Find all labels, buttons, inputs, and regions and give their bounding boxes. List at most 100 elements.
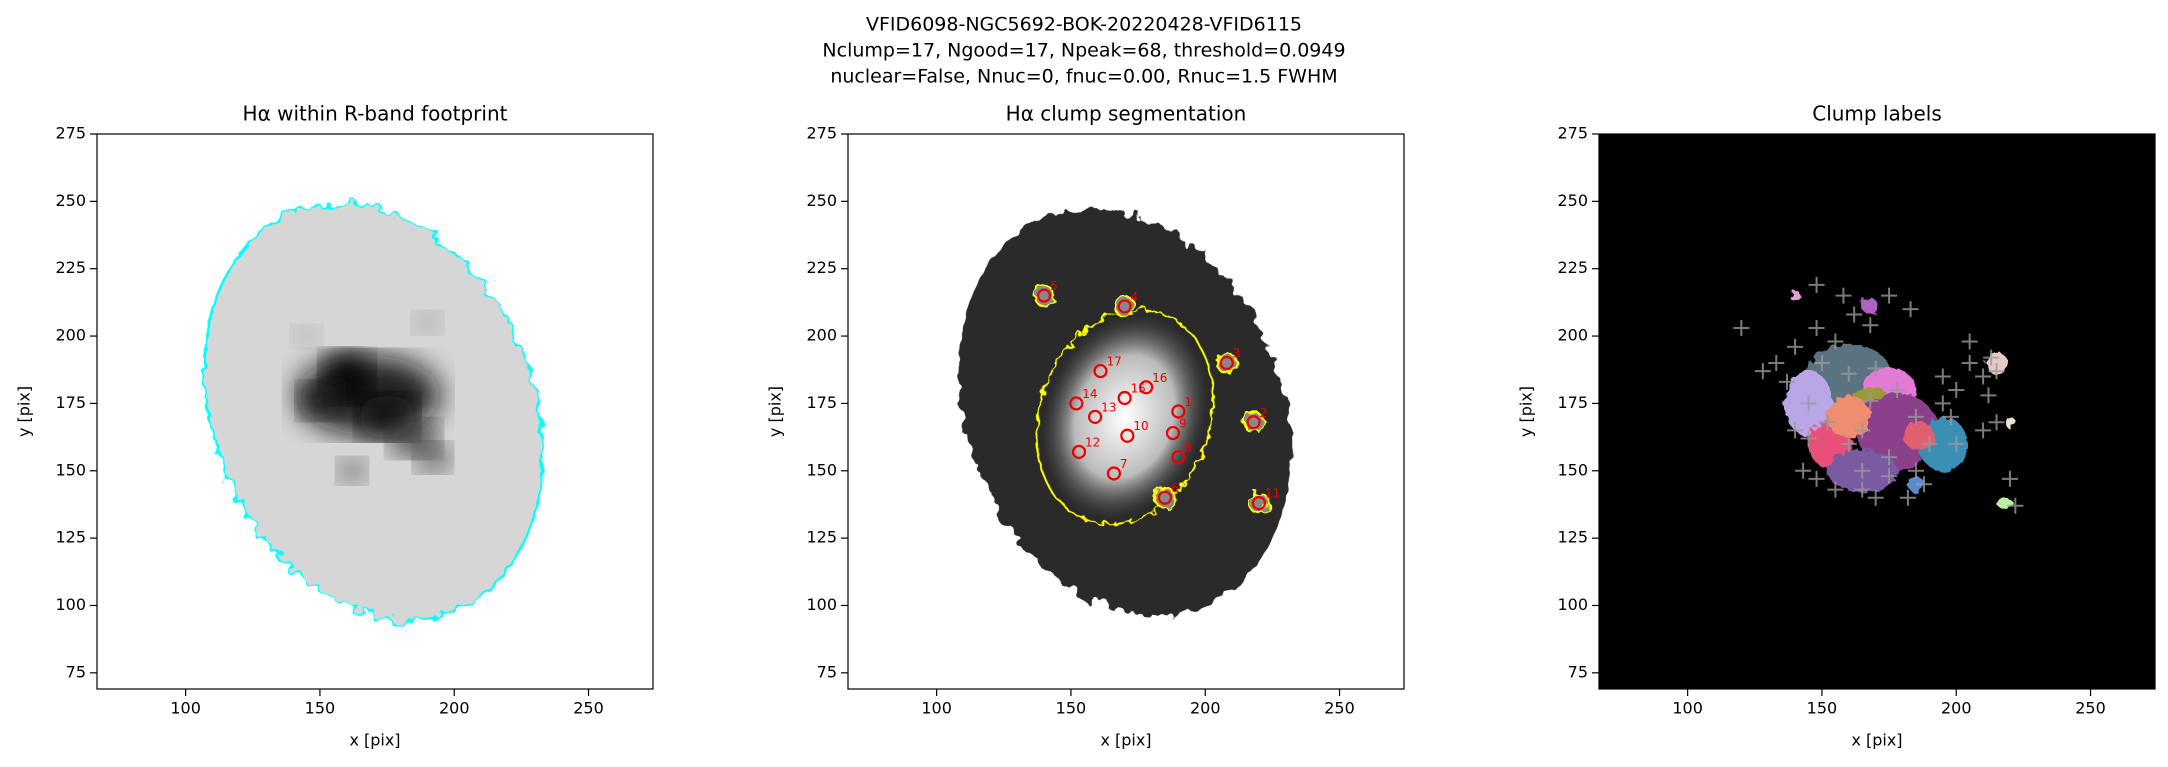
x-tick-label: 200 [1941,699,1972,718]
y-tick-label: 150 [806,460,837,479]
peak-marker [1948,435,1965,452]
clump-label: 7 [1120,457,1128,471]
clump-marker [1139,380,1154,395]
y-tick-label: 75 [66,662,86,681]
x-tick-label: 100 [170,699,201,718]
label-region [1789,290,1801,302]
clump-label: 10 [1133,419,1148,433]
peak-marker [1827,481,1844,498]
peak-marker [1867,360,1884,377]
emission [298,382,342,419]
peak-marker [1961,333,1978,350]
clump-marker [1165,425,1181,441]
peak-marker [1840,365,1857,382]
peak-marker [1948,381,1965,398]
panel-title: Hα within R-band footprint [243,102,508,126]
y-tick-label: 275 [806,124,837,143]
peak-marker [1934,368,1951,385]
y-tick-label: 275 [1557,124,1588,143]
peak-marker [1835,287,1852,304]
clump-label: 11 [1265,487,1280,501]
clump-label: 2 [1260,406,1268,420]
peak-marker [1916,476,1932,493]
label-region [1827,395,1871,439]
clump-marker [1106,466,1122,481]
clump-label: 14 [1082,387,1097,401]
peak-marker [1867,489,1884,506]
clump-label: 9 [1179,417,1187,431]
peak-marker [1988,363,2005,380]
y-tick-label: 175 [55,393,86,412]
y-tick-label: 125 [1557,528,1588,547]
peak-marker [1800,395,1817,412]
clump-label: 4 [1131,290,1139,304]
glow [1041,314,1208,520]
y-tick-label: 125 [806,528,837,547]
image [1599,134,2155,689]
peak-marker [1854,422,1871,439]
y-axis-label: y [pix] [15,386,34,437]
peak-marker [1907,462,1924,479]
y-tick-label: 100 [1557,595,1588,614]
clump-label: 12 [1085,435,1100,449]
y-tick-label: 175 [1557,393,1588,412]
y-tick-label: 175 [806,393,837,412]
y-tick-label: 150 [55,460,86,479]
peak-marker [1754,363,1771,380]
suptitle: nuclear=False, Nnuc=0, fnuc=0.00, Rnuc=1… [830,66,1337,88]
x-tick-label: 250 [573,699,604,718]
peak-marker [1787,422,1804,439]
peak-marker [1942,408,1959,425]
x-tick-label: 200 [439,699,470,718]
clump-label: 5 [1050,279,1058,293]
clump-marker [1093,363,1108,379]
y-axis-label: y [pix] [766,386,785,437]
clump-label: 15 [1131,382,1146,396]
peak-marker [1854,462,1871,479]
panel-title: Clump labels [1812,102,1942,126]
clump-label: 6 [1171,481,1179,495]
clump-marker [1088,409,1103,424]
peak-marker [1733,319,1750,336]
peak-marker [2001,470,2018,487]
peak-marker [1881,287,1898,304]
y-tick-label: 125 [55,528,86,547]
y-axis-label: y [pix] [1517,386,1536,437]
y-tick-label: 100 [806,595,837,614]
x-tick-label: 250 [2075,699,2106,718]
peak-marker [1881,449,1898,466]
y-tick-label: 200 [55,326,86,345]
clump-label: 16 [1152,371,1167,385]
clump-marker [1157,490,1173,505]
panel-title: Hα clump segmentation [1006,102,1247,126]
clump-marker [1171,450,1186,465]
peak-marker [1808,470,1825,487]
peak-marker [1768,355,1785,372]
x-axis-label: x [pix] [1100,731,1151,750]
label-region [1856,392,1938,469]
x-tick-label: 100 [921,699,952,718]
emission [412,311,442,334]
y-tick-label: 150 [1557,460,1588,479]
y-tick-label: 275 [55,124,86,143]
peak-marker [1862,392,1879,409]
x-tick-label: 250 [1324,699,1355,718]
peak-marker [1980,387,1997,404]
clump-marker [1036,288,1052,303]
x-axis-label: x [pix] [349,731,400,750]
clump-marker [1251,496,1267,511]
x-tick-label: 150 [305,699,336,718]
peak-marker [1975,368,1992,385]
emission [337,458,367,484]
axes-frame [847,133,1405,690]
clump-label: 8 [1184,441,1192,455]
peak-marker [1846,306,1863,323]
y-tick-label: 100 [55,595,86,614]
clump-marker [1117,390,1132,406]
peak-marker [1800,430,1817,447]
label-region [1907,476,1925,493]
peak-marker [1862,317,1879,334]
peak-marker [1779,373,1796,390]
axes-frame [96,133,654,690]
